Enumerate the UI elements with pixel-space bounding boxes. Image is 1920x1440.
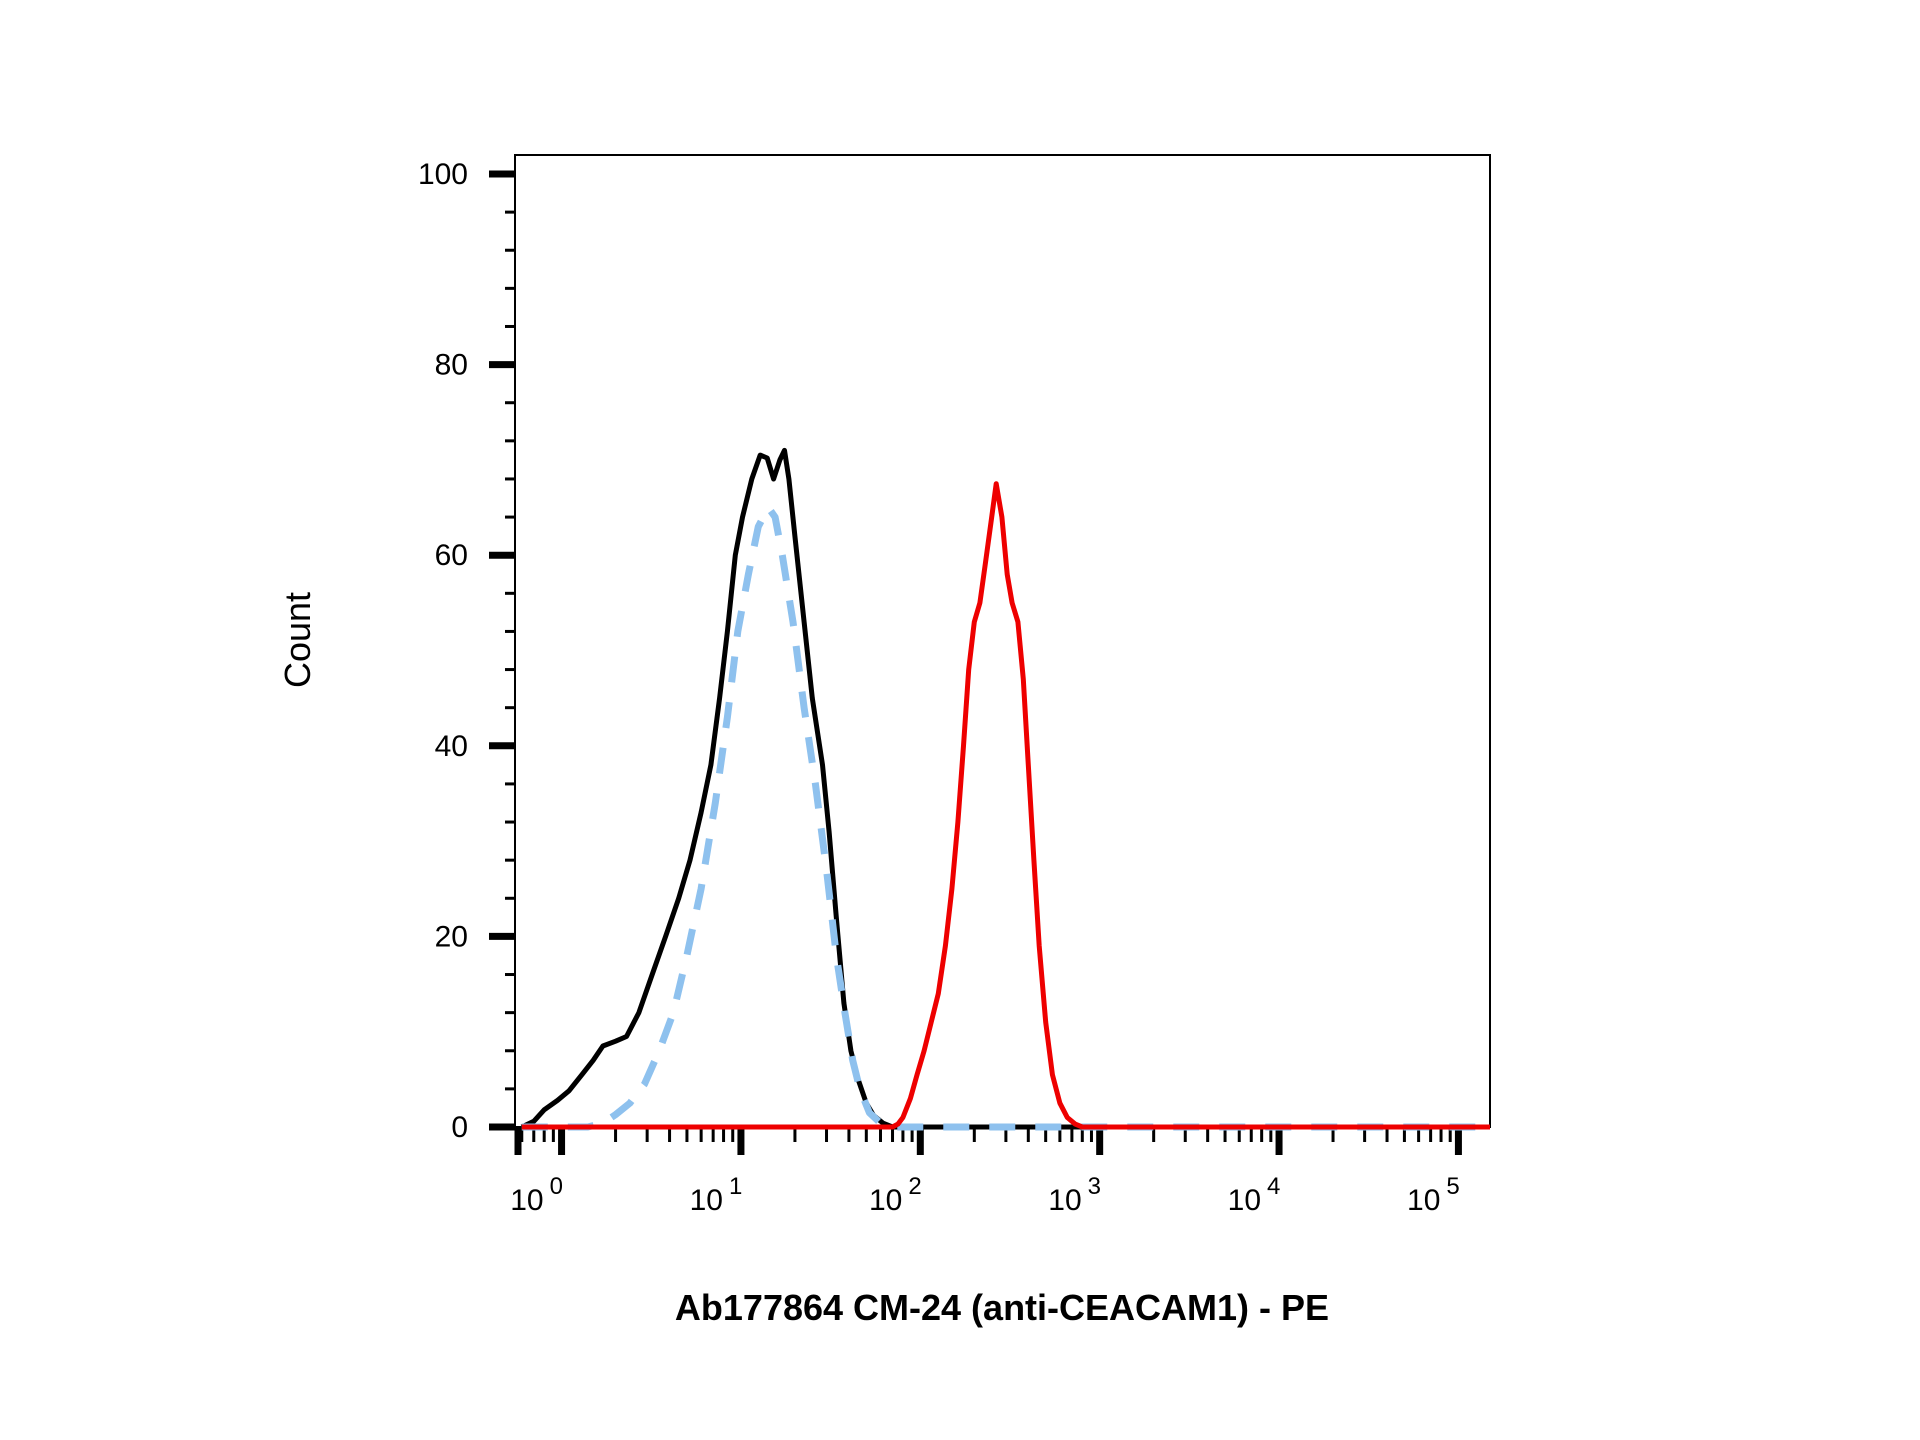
y-tick-label: 0 <box>451 1111 468 1144</box>
series-line-3 <box>521 481 1490 1130</box>
y-axis: 0 20 40 60 80 100 <box>418 158 515 1144</box>
x-axis: 10 0 10 1 10 2 10 3 10 4 10 5 <box>510 1127 1462 1217</box>
x-tick-label: 10 4 <box>1228 1173 1281 1217</box>
x-tick-label: 10 1 <box>690 1173 743 1217</box>
series-layer <box>520 447 1490 1131</box>
y-tick-label: 60 <box>435 539 468 572</box>
y-tick-label: 80 <box>435 349 468 382</box>
x-tick-label: 10 2 <box>869 1173 922 1217</box>
x-tick-label: 10 5 <box>1407 1173 1460 1217</box>
series-line-2 <box>521 504 1490 1131</box>
plot-frame <box>514 154 1491 1128</box>
y-tick-label: 20 <box>435 920 468 953</box>
x-tick-label: 10 3 <box>1048 1173 1101 1217</box>
y-tick-label: 100 <box>418 158 468 191</box>
x-axis-title: Ab177864 CM-24 (anti-CEACAM1) - PE <box>675 1287 1329 1328</box>
x-tick-label: 10 0 <box>510 1173 563 1217</box>
y-tick-label: 40 <box>435 730 468 763</box>
y-axis-title: Count <box>277 592 318 688</box>
